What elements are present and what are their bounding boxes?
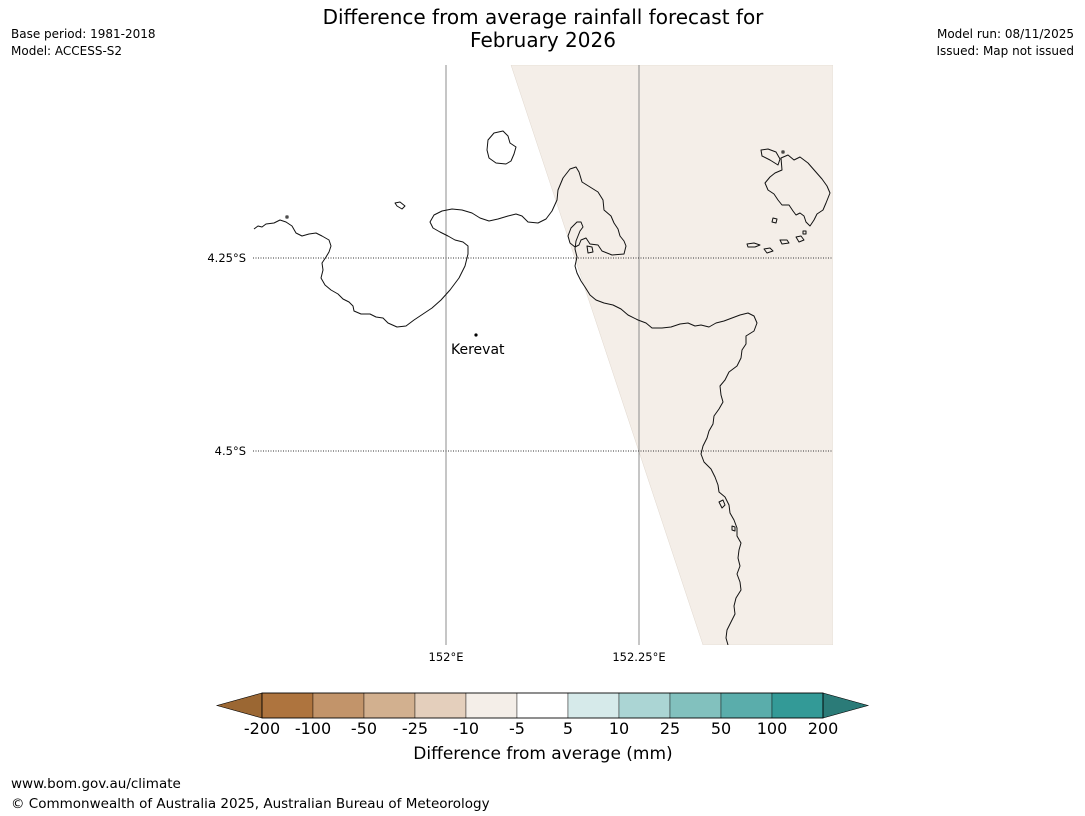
colorbar-segment	[465, 692, 518, 719]
colorbar-extend-high	[822, 692, 870, 719]
colorbar-tick-label: 5	[562, 719, 574, 738]
islet	[394, 201, 406, 210]
colorbar-tick-label: 50	[710, 719, 732, 738]
map-title: Difference from average rainfall forecas…	[243, 6, 843, 52]
lat-label: 4.5°S	[214, 444, 246, 458]
islet	[795, 235, 805, 243]
island-duke-of-york	[760, 148, 831, 227]
meta-right: Model run: 08/11/2025 Issued: Map not is…	[936, 26, 1074, 60]
lat-label: 4.25°S	[207, 251, 246, 265]
islet	[746, 242, 761, 248]
colorbar-tick-label: -100	[294, 719, 332, 738]
colorbar-segment	[363, 692, 416, 719]
islet	[779, 239, 790, 245]
coastline-west	[253, 166, 758, 645]
colorbar-segment	[720, 692, 773, 719]
colorbar-segment	[261, 692, 314, 719]
islet	[802, 230, 807, 235]
islet	[718, 499, 726, 509]
colorbar-segments	[215, 692, 870, 719]
islet	[731, 525, 736, 532]
colorbar-tick-label: 100	[756, 719, 788, 738]
colorbar-tick-label: 200	[807, 719, 839, 738]
model-run-text: Model run: 08/11/2025	[936, 27, 1074, 41]
lon-label: 152°E	[428, 650, 464, 664]
colorbar-segment	[414, 692, 467, 719]
islet	[781, 150, 785, 154]
island-north	[486, 130, 517, 165]
colorbar-tick-label: 25	[659, 719, 681, 738]
model-text: Model: ACCESS-S2	[11, 44, 123, 58]
islet	[285, 215, 289, 219]
colorbar-segment	[567, 692, 620, 719]
islet	[771, 217, 778, 224]
colorbar-tick-label: 10	[608, 719, 630, 738]
footer-copyright: © Commonwealth of Australia 2025, Austra…	[11, 796, 490, 812]
colorbar-segment	[516, 692, 569, 719]
lon-label: 152.25°E	[612, 650, 666, 664]
colorbar-segment	[618, 692, 671, 719]
colorbar-label: Difference from average (mm)	[413, 744, 673, 764]
islet	[763, 247, 774, 254]
base-period-text: Base period: 1981-2018	[11, 27, 156, 41]
map-title-line-1: Difference from average rainfall forecas…	[322, 5, 764, 29]
place-label-kerevat: Kerevat	[451, 342, 505, 358]
colorbar-tick-label: -50	[350, 719, 378, 738]
colorbar-extend-low	[215, 692, 263, 719]
footer-url[interactable]: www.bom.gov.au/climate	[11, 776, 181, 792]
colorbar-tick-label: -25	[401, 719, 429, 738]
colorbar-tick-label: -10	[452, 719, 480, 738]
colorbar-tick-label: -200	[243, 719, 281, 738]
colorbar-segment	[669, 692, 722, 719]
map-title-line-2: February 2026	[470, 28, 616, 52]
colorbar-segment	[771, 692, 824, 719]
issued-text: Issued: Map not issued	[936, 44, 1074, 58]
place-marker-kerevat	[474, 333, 478, 337]
coastline	[253, 130, 831, 645]
colorbar-segment	[312, 692, 365, 719]
colorbar-tick-label: -5	[509, 719, 525, 738]
colorbar-outline	[261, 692, 824, 719]
islet	[586, 245, 594, 254]
meta-left: Base period: 1981-2018 Model: ACCESS-S2	[11, 26, 156, 60]
